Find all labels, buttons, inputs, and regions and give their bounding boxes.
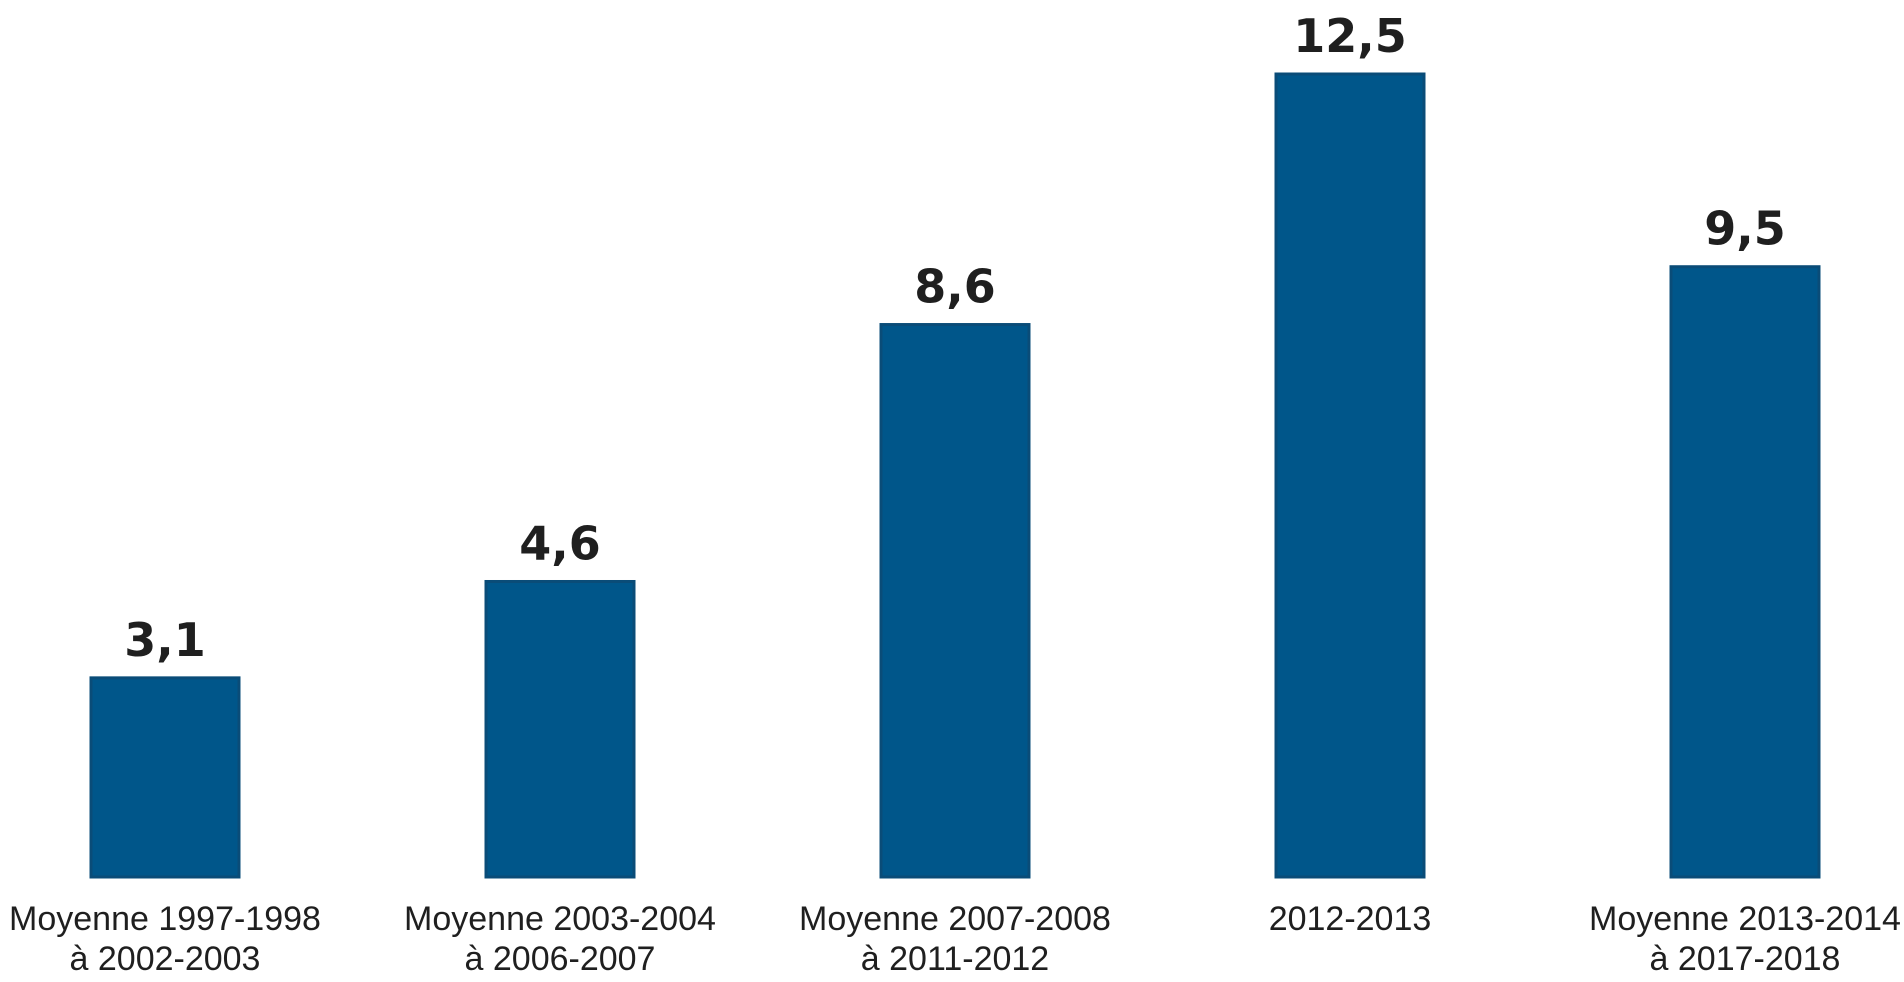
bar-1 [89,676,241,879]
bar-4 [1274,72,1426,879]
value-labels-group: 3,1 4,6 8,6 12,5 9,5 [124,9,1786,667]
value-label-3: 8,6 [914,260,996,314]
value-label-1: 3,1 [124,613,206,667]
category-label-3-line-2: à 2011-2012 [861,940,1049,978]
category-label-3-line-1: Moyenne 2007-2008 [799,900,1111,938]
category-label-2-line-1: Moyenne 2003-2004 [404,900,716,938]
category-label-2-line-2: à 2006-2007 [465,940,656,978]
value-label-5: 9,5 [1704,202,1786,256]
bar-3 [879,323,1031,879]
value-label-4: 12,5 [1293,9,1407,63]
category-label-5-line-1: Moyenne 2013-2014 [1589,900,1901,938]
category-label-4-line-1: 2012-2013 [1269,900,1432,938]
category-label-1-line-1: Moyenne 1997-1998 [9,900,321,938]
category-label-1-line-2: à 2002-2003 [70,940,261,978]
bar-2 [484,579,636,879]
value-label-2: 4,6 [519,516,601,570]
bar-5 [1669,265,1821,879]
bars-group [89,72,1821,879]
category-label-5-line-2: à 2017-2018 [1650,940,1841,978]
